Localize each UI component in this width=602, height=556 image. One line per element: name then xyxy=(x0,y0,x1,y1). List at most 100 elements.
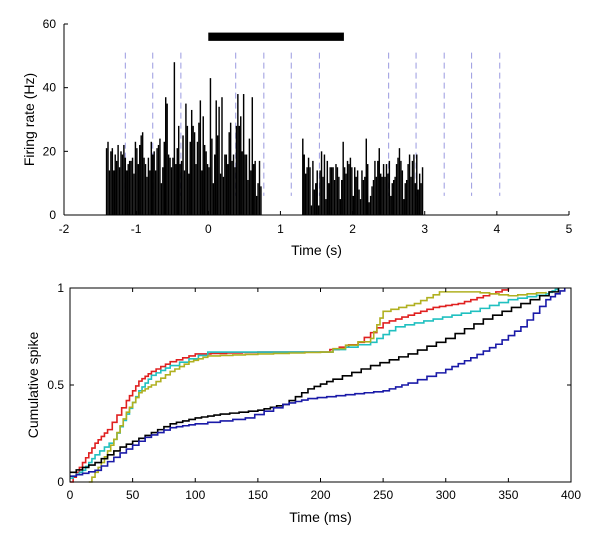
histogram-bar xyxy=(225,154,228,215)
histogram-bar xyxy=(159,138,161,215)
histogram-bar xyxy=(190,109,193,215)
histogram-bar xyxy=(381,176,383,215)
histogram-bar xyxy=(304,173,307,215)
histogram-bar xyxy=(240,116,242,215)
histogram-bar xyxy=(232,154,235,215)
histogram-bar xyxy=(303,154,305,215)
firing-rate-histogram: -2 -1 0 1 2 3 4 5 0 20 40 60 Time (s) Firing rate (… xyxy=(21,17,573,258)
histogram-bar xyxy=(394,176,396,215)
series-red-line xyxy=(70,288,510,483)
histogram-bar xyxy=(202,116,204,215)
event-markers xyxy=(124,52,501,196)
histogram-bar xyxy=(156,148,158,215)
histogram-bar xyxy=(241,151,243,215)
histogram-bar xyxy=(144,164,147,215)
histogram-bar xyxy=(227,164,229,215)
histogram-bar xyxy=(114,154,116,215)
histogram-bar xyxy=(336,167,339,215)
top-y-tick-label: 40 xyxy=(43,81,57,95)
histogram-bar xyxy=(139,144,141,215)
histogram-bar xyxy=(248,138,251,215)
top-x-tick-label: 0 xyxy=(205,222,212,236)
histogram-bar xyxy=(128,160,131,215)
histogram-bar xyxy=(110,151,112,215)
histogram-bar xyxy=(117,144,119,215)
top-y-tick-label: 60 xyxy=(43,17,57,31)
histogram-bar xyxy=(136,148,138,215)
histogram-bar xyxy=(224,154,226,215)
histogram-bar xyxy=(361,170,363,215)
histogram-bar xyxy=(339,199,342,215)
histogram-bar xyxy=(388,160,391,215)
series-black-line xyxy=(70,288,560,474)
histogram-bar xyxy=(209,78,212,215)
histogram-bar xyxy=(349,157,352,215)
stimulus-bar xyxy=(208,32,344,41)
histogram-bars xyxy=(105,62,424,216)
histogram-bar xyxy=(162,167,164,215)
histogram-bar xyxy=(146,176,148,215)
histogram-bar xyxy=(120,151,122,215)
histogram-bar xyxy=(182,135,184,215)
histogram-bar xyxy=(176,148,178,215)
histogram-bar xyxy=(140,135,142,215)
histogram-bar xyxy=(310,205,313,215)
histogram-bar xyxy=(118,167,121,215)
histogram-bar xyxy=(150,141,153,215)
histogram-bar xyxy=(341,179,343,215)
histogram-bar xyxy=(189,141,191,215)
histogram-bar xyxy=(163,141,165,215)
histogram-bar xyxy=(229,122,232,215)
histogram-bar xyxy=(375,176,378,215)
bottom-x-axis-label: Time (ms) xyxy=(289,509,351,525)
histogram-bar xyxy=(188,173,190,215)
histogram-bar xyxy=(333,179,336,215)
histogram-bar xyxy=(358,189,360,215)
histogram-bar xyxy=(330,167,333,215)
top-y-tick-label: 0 xyxy=(49,208,56,222)
series-blue-line xyxy=(70,288,566,477)
histogram-bar xyxy=(401,170,404,215)
bottom-y-tick-label: 0.5 xyxy=(47,378,64,392)
histogram-bar xyxy=(175,164,177,215)
histogram-bar xyxy=(215,100,217,215)
histogram-bar xyxy=(307,157,310,215)
histogram-bar xyxy=(346,160,349,215)
histogram-bar xyxy=(186,125,189,215)
histogram-bar xyxy=(390,195,392,215)
histogram-bar xyxy=(326,160,329,215)
series-cyan-line xyxy=(70,288,560,479)
top-x-tick-label: 4 xyxy=(494,222,501,236)
histogram-bar xyxy=(338,176,340,215)
histogram-bar xyxy=(411,160,414,215)
histogram-bar xyxy=(121,154,124,215)
bottom-x-tick-label: 100 xyxy=(185,488,205,502)
top-x-tick-label: 2 xyxy=(349,222,356,236)
histogram-bar xyxy=(316,170,318,215)
histogram-bar xyxy=(157,144,160,215)
histogram-bar xyxy=(201,170,203,215)
histogram-bar xyxy=(355,176,357,215)
histogram-bar xyxy=(369,195,372,215)
histogram-bar xyxy=(332,167,334,215)
histogram-bar xyxy=(367,164,369,215)
histogram-bar xyxy=(410,176,412,215)
histogram-bar xyxy=(397,157,399,215)
histogram-bar xyxy=(382,164,385,215)
histogram-bar xyxy=(143,157,145,215)
histogram-bar xyxy=(365,138,367,215)
histogram-bar xyxy=(113,170,115,215)
histogram-bar xyxy=(152,154,154,215)
bottom-x-tick-label: 400 xyxy=(561,488,581,502)
histogram-bar xyxy=(130,160,132,215)
histogram-bar xyxy=(254,160,256,215)
histogram-bar xyxy=(153,151,155,215)
histogram-bar xyxy=(374,160,376,215)
histogram-bar xyxy=(193,132,196,215)
histogram-bar xyxy=(398,148,401,215)
histogram-bar xyxy=(260,186,262,215)
histogram-bar xyxy=(258,160,261,215)
histogram-bar xyxy=(167,154,170,215)
histogram-bar xyxy=(255,195,258,215)
